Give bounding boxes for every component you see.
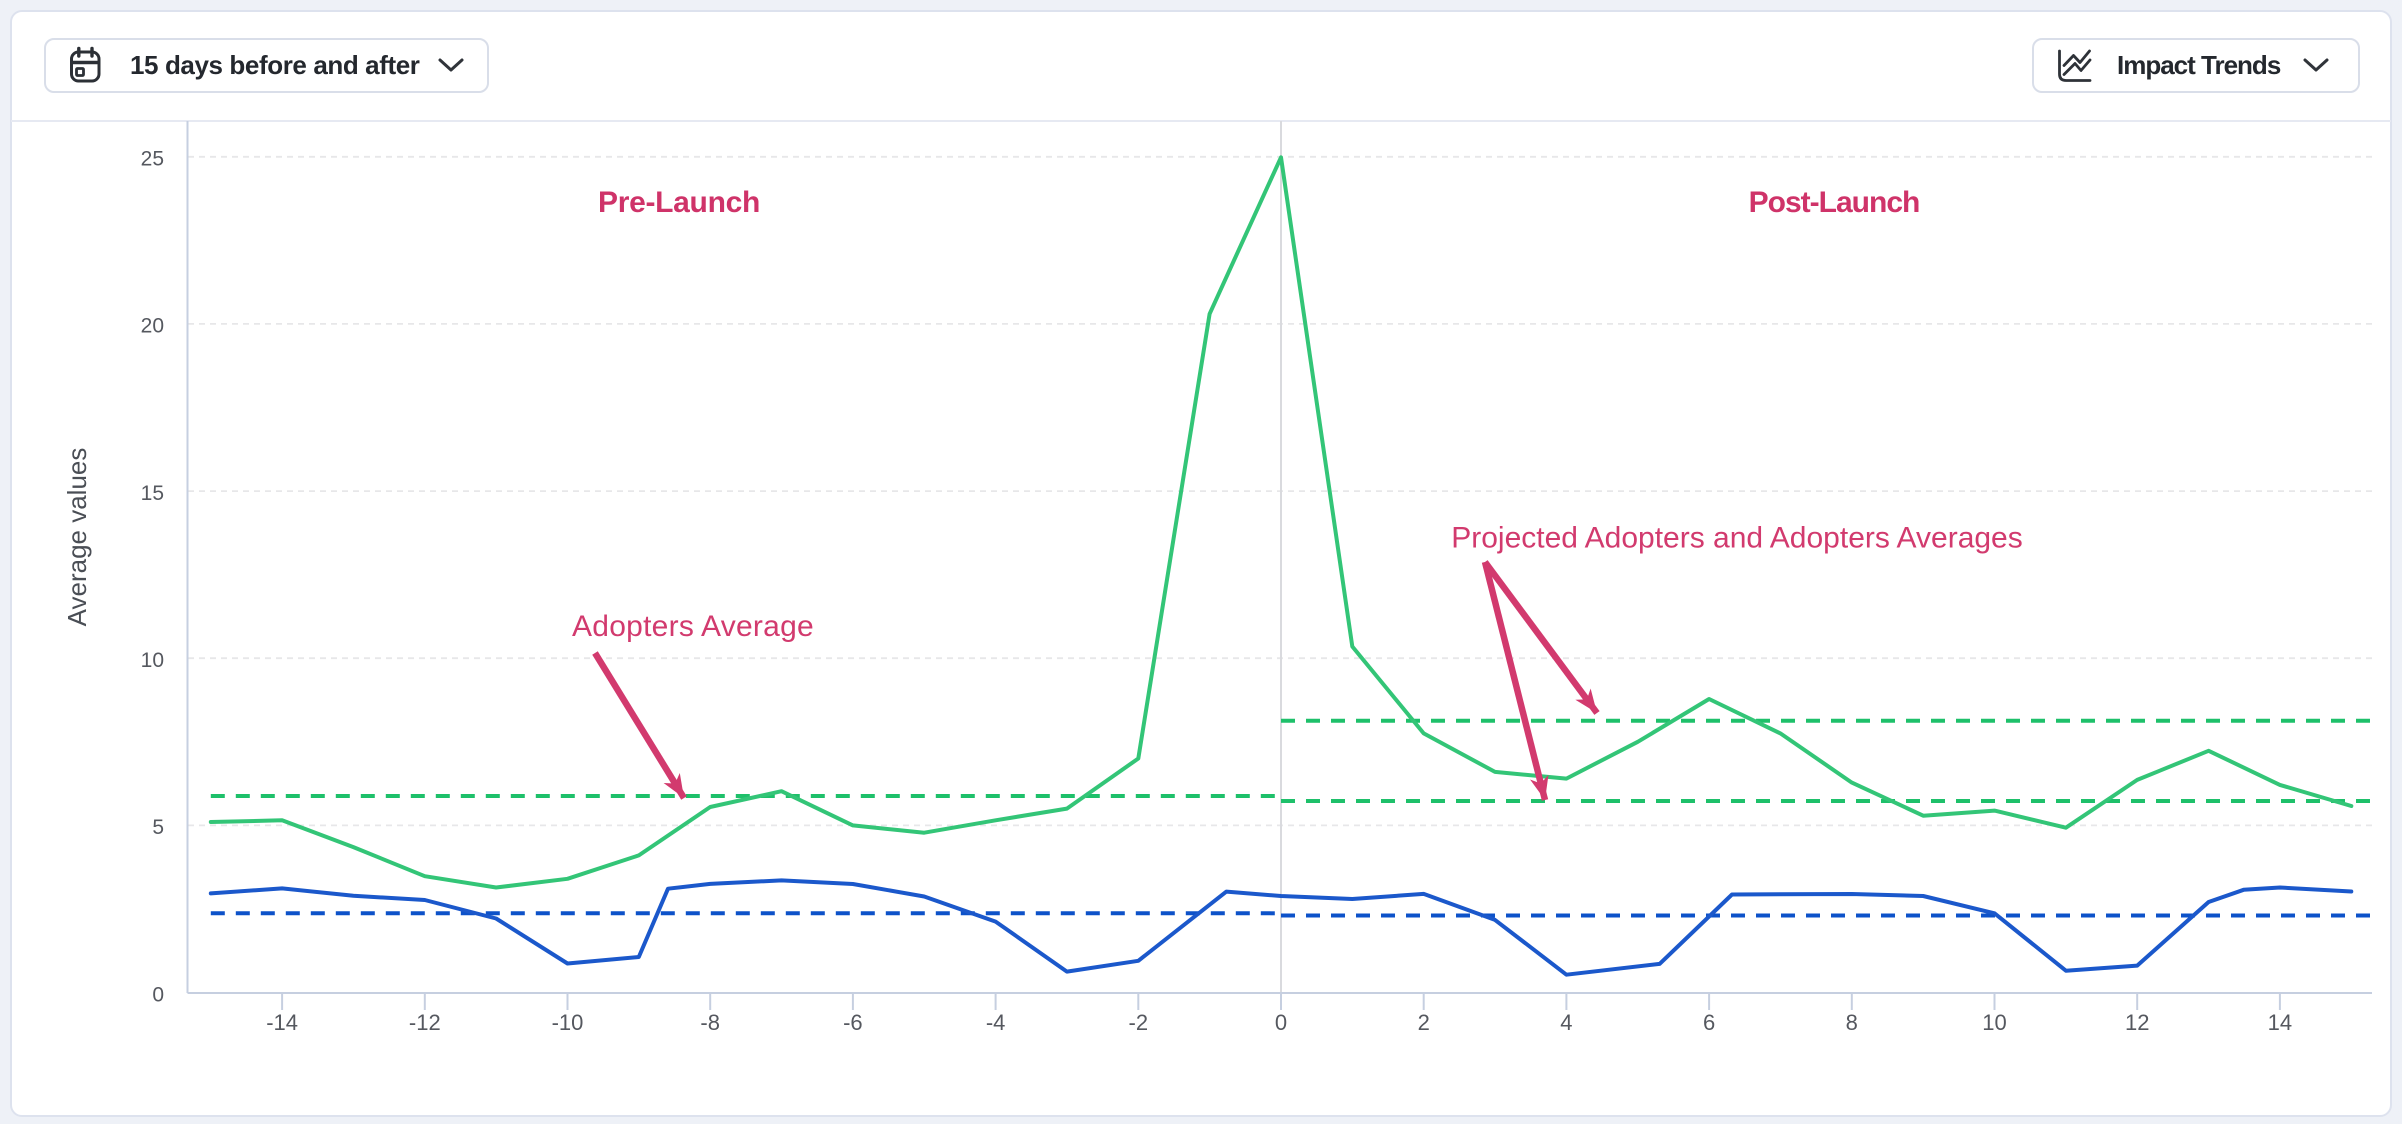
svg-text:Adopters Average: Adopters Average [572,610,814,643]
svg-text:25: 25 [141,148,164,171]
svg-text:-6: -6 [843,1010,863,1035]
svg-text:Projected Adopters and Adopter: Projected Adopters and Adopters Averages [1451,522,2023,555]
svg-text:10: 10 [141,649,164,672]
svg-text:-10: -10 [552,1010,584,1035]
svg-text:-4: -4 [986,1010,1006,1035]
svg-text:12: 12 [2125,1010,2149,1035]
svg-text:14: 14 [2268,1010,2292,1035]
svg-text:20: 20 [141,315,164,338]
svg-text:Pre-Launch: Pre-Launch [598,186,760,219]
svg-text:-8: -8 [700,1010,720,1035]
svg-text:-2: -2 [1129,1010,1149,1035]
svg-text:0: 0 [1275,1010,1287,1035]
svg-text:2: 2 [1418,1010,1430,1035]
svg-text:0: 0 [152,984,164,1007]
svg-text:-14: -14 [266,1010,298,1035]
svg-text:5: 5 [152,816,164,839]
svg-text:6: 6 [1703,1010,1715,1035]
svg-text:4: 4 [1560,1010,1572,1035]
svg-text:-12: -12 [409,1010,441,1035]
svg-text:8: 8 [1846,1010,1858,1035]
svg-text:10: 10 [1982,1010,2006,1035]
svg-text:15 days before and after: 15 days before and after [130,50,420,80]
svg-text:15: 15 [141,482,164,505]
svg-text:Impact Trends: Impact Trends [2117,50,2281,80]
svg-text:Post-Launch: Post-Launch [1749,186,1920,219]
svg-text:Average values: Average values [62,448,92,627]
